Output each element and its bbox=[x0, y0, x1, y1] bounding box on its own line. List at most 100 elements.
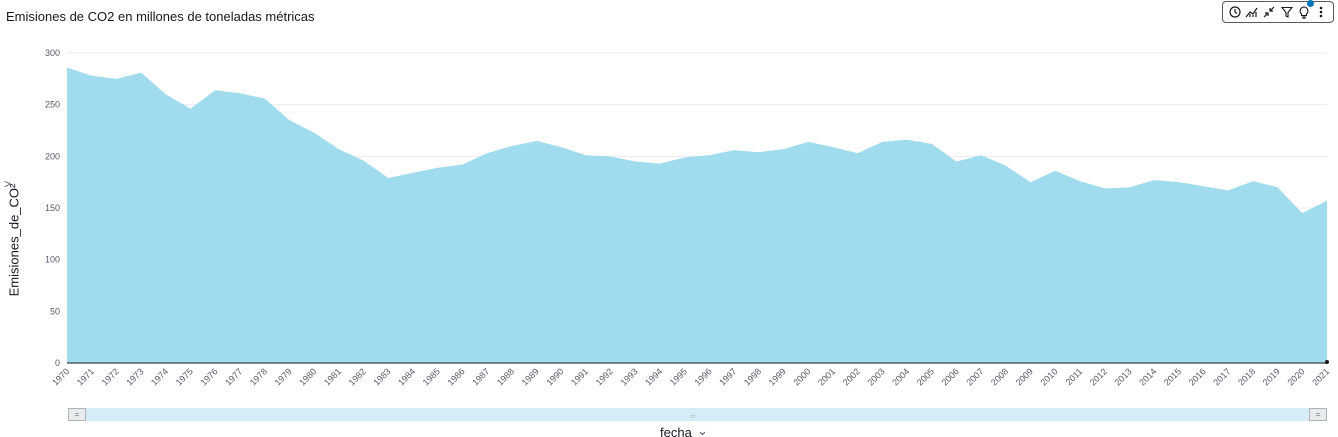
data-point[interactable] bbox=[732, 148, 736, 152]
data-point[interactable] bbox=[1127, 185, 1131, 189]
x-tick-label: 2004 bbox=[890, 366, 911, 387]
data-point[interactable] bbox=[609, 154, 613, 158]
x-tick-label: 1976 bbox=[198, 366, 219, 387]
data-point[interactable] bbox=[880, 140, 884, 144]
x-tick-label: 2019 bbox=[1261, 366, 1282, 387]
data-point[interactable] bbox=[1078, 179, 1082, 183]
data-point[interactable] bbox=[287, 118, 291, 122]
end-marker bbox=[1325, 360, 1329, 364]
data-point[interactable] bbox=[1029, 180, 1033, 184]
data-point[interactable] bbox=[460, 163, 464, 167]
data-point[interactable] bbox=[312, 131, 316, 135]
data-point[interactable] bbox=[683, 155, 687, 159]
y-tick-label: 150 bbox=[45, 203, 60, 213]
x-tick-label: 2012 bbox=[1088, 366, 1109, 387]
x-tick-label: 1973 bbox=[124, 366, 145, 387]
data-point[interactable] bbox=[361, 158, 365, 162]
data-point[interactable] bbox=[485, 151, 489, 155]
x-tick-label: 1978 bbox=[248, 366, 269, 387]
data-point[interactable] bbox=[1325, 199, 1329, 203]
data-point[interactable] bbox=[1251, 179, 1255, 183]
data-point[interactable] bbox=[905, 138, 909, 142]
data-point[interactable] bbox=[386, 176, 390, 180]
data-point[interactable] bbox=[189, 107, 193, 111]
x-tick-label: 1981 bbox=[322, 366, 343, 387]
x-tick-label: 2010 bbox=[1038, 366, 1059, 387]
x-tick-label: 2008 bbox=[989, 366, 1010, 387]
x-tick-label: 2017 bbox=[1211, 366, 1232, 387]
data-point[interactable] bbox=[584, 153, 588, 157]
x-tick-label: 1998 bbox=[742, 366, 763, 387]
data-point[interactable] bbox=[559, 145, 563, 149]
data-point[interactable] bbox=[213, 88, 217, 92]
forecast-icon[interactable] bbox=[1245, 5, 1259, 19]
data-point[interactable] bbox=[411, 171, 415, 175]
data-point[interactable] bbox=[979, 153, 983, 157]
data-point[interactable] bbox=[831, 145, 835, 149]
x-tick-label: 2001 bbox=[816, 366, 837, 387]
data-point[interactable] bbox=[337, 147, 341, 151]
y-tick-label: 100 bbox=[45, 255, 60, 265]
filter-icon[interactable] bbox=[1280, 5, 1294, 19]
x-tick-label: 1980 bbox=[297, 366, 318, 387]
collapse-icon[interactable] bbox=[1262, 5, 1276, 19]
x-tick-label: 2003 bbox=[865, 366, 886, 387]
data-point[interactable] bbox=[1177, 180, 1181, 184]
data-point[interactable] bbox=[1053, 169, 1057, 173]
data-point[interactable] bbox=[263, 96, 267, 100]
x-tick-label: 1988 bbox=[495, 366, 516, 387]
data-point[interactable] bbox=[90, 74, 94, 78]
data-point[interactable] bbox=[1201, 184, 1205, 188]
data-point[interactable] bbox=[781, 147, 785, 151]
x-tick-label: 1979 bbox=[273, 366, 294, 387]
insight-bulb-icon[interactable] bbox=[1297, 0, 1314, 19]
more-vertical-icon[interactable] bbox=[1314, 5, 1328, 19]
scrollbar-right-handle[interactable]: = bbox=[1309, 408, 1327, 421]
data-point[interactable] bbox=[436, 166, 440, 170]
data-point[interactable] bbox=[1004, 164, 1008, 168]
x-tick-label: 1997 bbox=[717, 366, 738, 387]
y-tick-label: 50 bbox=[50, 306, 60, 316]
clock-icon[interactable] bbox=[1228, 5, 1242, 19]
data-point[interactable] bbox=[633, 160, 637, 164]
y-tick-label: 200 bbox=[45, 151, 60, 161]
x-tick-label: 1984 bbox=[396, 366, 417, 387]
data-point[interactable] bbox=[1103, 186, 1107, 190]
data-point[interactable] bbox=[1152, 178, 1156, 182]
data-point[interactable] bbox=[114, 77, 118, 81]
y-axis-chevron-icon[interactable]: > bbox=[4, 177, 12, 191]
data-point[interactable] bbox=[65, 65, 69, 69]
data-point[interactable] bbox=[707, 153, 711, 157]
data-point[interactable] bbox=[139, 71, 143, 75]
data-point[interactable] bbox=[954, 160, 958, 164]
data-point[interactable] bbox=[856, 151, 860, 155]
data-point[interactable] bbox=[806, 140, 810, 144]
data-point[interactable] bbox=[510, 144, 514, 148]
data-point[interactable] bbox=[534, 139, 538, 143]
x-tick-label: 2013 bbox=[1113, 366, 1134, 387]
x-tick-label: 1994 bbox=[643, 366, 664, 387]
x-tick-label: 1995 bbox=[668, 366, 689, 387]
x-tick-label: 2016 bbox=[1187, 366, 1208, 387]
data-point[interactable] bbox=[658, 162, 662, 166]
scrollbar-grip-icon[interactable]: ═ bbox=[690, 412, 696, 421]
data-point[interactable] bbox=[1276, 185, 1280, 189]
x-axis-label[interactable]: fecha bbox=[660, 425, 692, 437]
data-point[interactable] bbox=[757, 150, 761, 154]
x-axis-chevron-icon[interactable]: ⌄ bbox=[697, 423, 708, 437]
x-tick-label: 2018 bbox=[1236, 366, 1257, 387]
x-tick-label: 1987 bbox=[470, 366, 491, 387]
x-scrollbar-track[interactable] bbox=[68, 408, 1327, 421]
scrollbar-left-handle[interactable]: = bbox=[68, 408, 86, 421]
x-tick-label: 1990 bbox=[544, 366, 565, 387]
x-tick-label: 1983 bbox=[371, 366, 392, 387]
x-tick-label: 1982 bbox=[347, 366, 368, 387]
data-point[interactable] bbox=[1226, 188, 1230, 192]
data-point[interactable] bbox=[164, 92, 168, 96]
data-point[interactable] bbox=[930, 142, 934, 146]
data-point[interactable] bbox=[1300, 211, 1304, 215]
data-point[interactable] bbox=[238, 91, 242, 95]
x-tick-label: 2020 bbox=[1285, 366, 1306, 387]
x-tick-label: 1972 bbox=[100, 366, 121, 387]
